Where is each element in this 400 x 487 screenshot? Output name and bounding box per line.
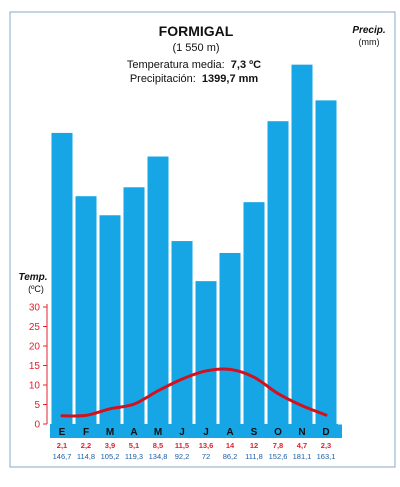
month-label-7: J <box>203 427 209 438</box>
month-label-4: A <box>130 427 137 438</box>
month-label-5: M <box>154 427 162 438</box>
precip-bar-9 <box>243 202 265 424</box>
precip-value-7: 72 <box>202 452 210 461</box>
total-precipitation-label: Precipitación: <box>130 73 196 85</box>
temp-value-10: 7,8 <box>273 441 283 450</box>
month-label-9: S <box>251 427 258 438</box>
precip-tick-label-170: 170 <box>347 82 364 93</box>
precip-axis-unit: (mm) <box>359 37 380 47</box>
temp-value-6: 11,5 <box>175 441 189 450</box>
month-label-band <box>50 424 342 438</box>
precip-tick-label-180: 180 <box>347 62 364 73</box>
chart-subtitle: (1 550 m) <box>172 42 219 54</box>
temp-tick-label-10: 10 <box>29 381 41 392</box>
precip-tick-label-190: 190 <box>347 43 364 54</box>
temp-value-4: 5,1 <box>129 441 139 450</box>
month-label-8: A <box>226 427 233 438</box>
precip-axis-ticks: 0 10 20 30 40 50 60 70 80 90 100 110 120 130 140 150 160… <box>338 43 364 431</box>
precip-value-5: 134,8 <box>149 452 168 461</box>
precip-value-1: 146,7 <box>53 452 72 461</box>
precip-bar-4 <box>123 187 145 424</box>
precip-bar-12 <box>315 100 337 424</box>
precip-tick-label-140: 140 <box>347 142 364 153</box>
total-precipitation-value: 1399,7 mm <box>202 73 258 85</box>
month-label-6: J <box>179 427 185 438</box>
bars-group <box>50 64 342 438</box>
precip-tick-label-80: 80 <box>347 261 359 272</box>
month-label-11: N <box>298 427 305 438</box>
temp-axis-title: Temp. <box>18 272 47 283</box>
temp-value-2: 2,2 <box>81 441 91 450</box>
precip-tick-label-60: 60 <box>347 300 359 311</box>
month-label-3: M <box>106 427 114 438</box>
precip-value-3: 105,2 <box>101 452 120 461</box>
precip-tick-label-40: 40 <box>347 340 359 351</box>
temp-tick-label-0: 0 <box>34 420 40 431</box>
temp-tick-label-25: 25 <box>29 322 41 333</box>
temp-value-1: 2,1 <box>57 441 67 450</box>
precip-value-10: 152,6 <box>269 452 288 461</box>
precip-tick-label-90: 90 <box>347 241 359 252</box>
precip-tick-label-30: 30 <box>347 360 359 371</box>
precip-tick-label-100: 100 <box>347 221 364 232</box>
temp-value-5: 8,5 <box>153 441 163 450</box>
precip-value-9: 111,8 <box>245 452 263 461</box>
precip-tick-label-160: 160 <box>347 102 364 113</box>
precip-value-2: 114,8 <box>77 452 95 461</box>
precip-axis-title: Precip. <box>352 25 385 36</box>
precip-tick-label-120: 120 <box>347 181 364 192</box>
precip-tick-label-50: 50 <box>347 320 359 331</box>
month-label-12: D <box>322 427 329 438</box>
month-label-1: E <box>59 427 66 438</box>
temp-value-11: 4,7 <box>297 441 307 450</box>
month-label-10: O <box>274 427 282 438</box>
precip-value-11: 181,1 <box>293 452 312 461</box>
precip-bar-2 <box>75 196 97 424</box>
precip-tick-label-150: 150 <box>347 122 364 133</box>
precip-tick-label-20: 20 <box>347 380 359 391</box>
precip-bar-10 <box>267 121 289 425</box>
precip-value-8: 86,2 <box>223 452 238 461</box>
precip-bar-11 <box>291 64 313 424</box>
temp-tick-label-5: 5 <box>34 400 40 411</box>
precip-value-6: 92,2 <box>175 452 190 461</box>
temp-axis-unit: (ºC) <box>28 284 44 294</box>
precip-value-12: 163,1 <box>317 452 336 461</box>
temperature-line <box>60 367 328 418</box>
month-label-2: F <box>83 427 89 438</box>
precip-bar-5 <box>147 156 169 424</box>
precip-tick-label-10: 10 <box>347 400 359 411</box>
temp-tick-label-20: 20 <box>29 342 41 353</box>
temp-value-12: 2,3 <box>321 441 331 450</box>
precip-tick-label-110: 110 <box>347 201 363 212</box>
precip-bar-6 <box>171 241 193 424</box>
precip-bar-3 <box>99 215 121 424</box>
mean-temperature-label: Temperatura media: <box>127 59 225 71</box>
precip-tick-label-130: 130 <box>347 162 364 173</box>
temperature-line-group <box>60 367 328 418</box>
temp-value-7: 13,6 <box>199 441 214 450</box>
chart-title: FORMIGAL <box>159 23 234 39</box>
precip-bar-8 <box>219 252 241 424</box>
temp-axis-ticks: 0 5 10 15 20 25 30 <box>29 303 48 431</box>
temp-value-3: 3,9 <box>105 441 115 450</box>
temp-value-8: 14 <box>226 441 235 450</box>
total-precipitation-text: Precipitación: 1399,7 mm <box>130 73 259 85</box>
precip-tick-label-0: 0 <box>347 420 353 431</box>
mean-temperature-text: Temperatura media: 7,3 ºC <box>127 59 261 71</box>
temp-value-labels: 2,1 2,2 3,9 5,1 8,5 11,5 13,6 14 12 7,8 4,7 2,3 <box>57 441 331 450</box>
precip-value-labels: 146,7 114,8 105,2 119,3 134,8 92,2 72 86,2 111,8… <box>53 452 336 461</box>
temp-value-9: 12 <box>250 441 258 450</box>
precip-bar-7 <box>195 281 217 424</box>
precip-tick-label-70: 70 <box>347 281 359 292</box>
mean-temperature-value: 7,3 ºC <box>231 59 261 71</box>
precip-value-4: 119,3 <box>125 452 143 461</box>
precip-bar-1 <box>51 132 73 425</box>
temp-tick-label-15: 15 <box>29 361 41 372</box>
temp-tick-label-30: 30 <box>29 303 41 314</box>
